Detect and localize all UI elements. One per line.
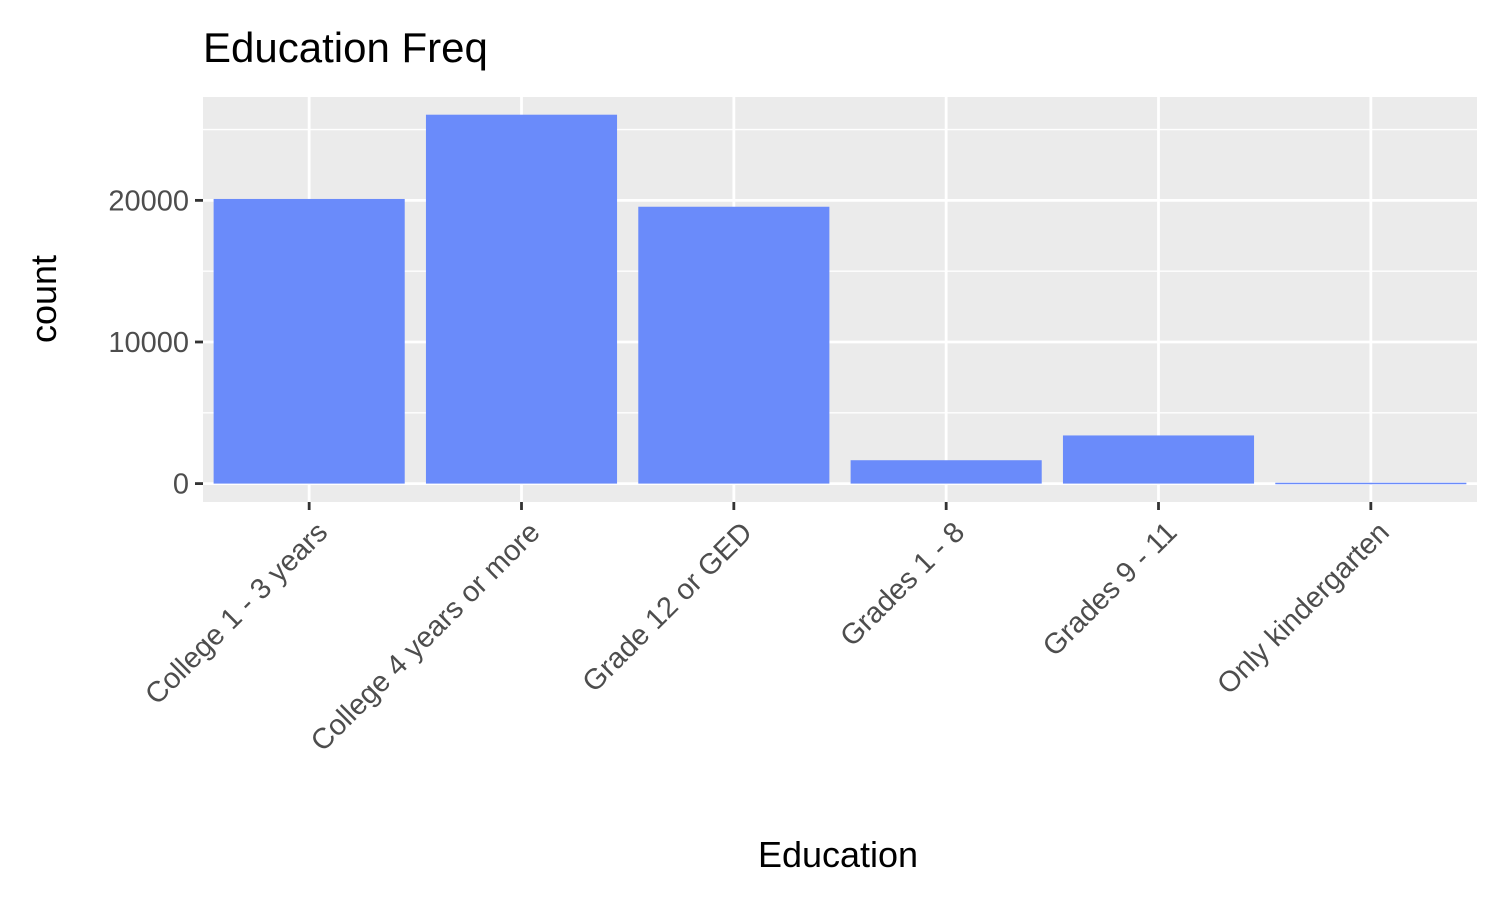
x-axis-title: Education (758, 834, 918, 875)
y-axis: 0 10000 20000 (108, 185, 203, 501)
bar (213, 198, 405, 484)
x-tick-label: College 1 - 3 years (139, 516, 334, 711)
bar (850, 460, 1042, 484)
x-tick-label: Grades 1 - 8 (835, 516, 972, 653)
bar (638, 206, 830, 484)
bar (1275, 482, 1467, 485)
y-tick-label: 10000 (108, 327, 189, 359)
x-tick-label: Only kindergarten (1211, 516, 1395, 700)
plot-panel (203, 97, 1477, 502)
x-tick-label: Grade 12 or GED (577, 516, 759, 698)
bars (213, 114, 1467, 485)
bar (425, 114, 618, 484)
y-axis-title: count (23, 255, 64, 343)
x-tick-label: Grades 9 - 11 (1037, 516, 1183, 662)
minor-gridlines (203, 128, 1477, 414)
x-tick-label: College 4 years or more (305, 516, 546, 757)
chart-title: Education Freq (203, 24, 488, 71)
y-tick-label: 0 (173, 469, 189, 501)
y-tick-label: 20000 (108, 185, 189, 217)
bar (1062, 435, 1255, 484)
